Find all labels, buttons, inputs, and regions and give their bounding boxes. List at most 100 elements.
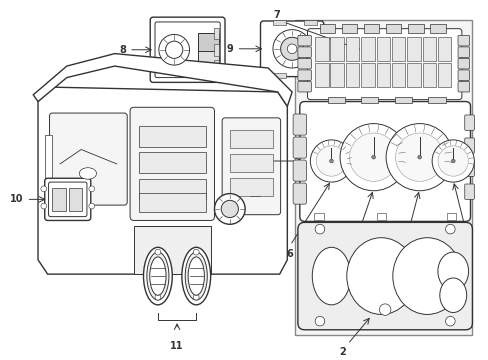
Text: 9: 9 xyxy=(226,44,233,54)
FancyBboxPatch shape xyxy=(457,81,468,92)
Bar xyxy=(391,37,405,61)
FancyBboxPatch shape xyxy=(457,35,468,46)
FancyBboxPatch shape xyxy=(297,35,311,46)
Bar xyxy=(345,37,359,61)
Bar xyxy=(272,73,286,77)
Circle shape xyxy=(193,294,199,300)
Circle shape xyxy=(310,140,352,182)
FancyBboxPatch shape xyxy=(457,70,468,80)
FancyBboxPatch shape xyxy=(299,102,469,221)
Bar xyxy=(198,33,219,51)
Bar xyxy=(139,179,205,200)
Bar xyxy=(437,37,450,61)
Ellipse shape xyxy=(392,238,461,314)
Text: 2: 2 xyxy=(339,347,346,357)
Circle shape xyxy=(316,146,346,176)
Bar xyxy=(345,63,359,87)
Bar xyxy=(361,63,374,87)
Bar xyxy=(303,73,316,77)
Bar xyxy=(407,24,423,32)
FancyBboxPatch shape xyxy=(44,178,91,220)
Bar xyxy=(139,193,205,212)
Circle shape xyxy=(386,123,452,191)
Bar xyxy=(229,130,272,148)
Circle shape xyxy=(287,44,296,54)
Circle shape xyxy=(214,194,244,224)
Bar xyxy=(376,63,389,87)
FancyBboxPatch shape xyxy=(457,47,468,58)
FancyBboxPatch shape xyxy=(155,22,220,77)
FancyBboxPatch shape xyxy=(49,113,127,205)
Bar xyxy=(446,213,455,220)
Bar xyxy=(303,20,316,25)
Text: 5: 5 xyxy=(463,242,470,252)
Circle shape xyxy=(445,316,454,326)
Text: 11: 11 xyxy=(170,341,183,351)
Circle shape xyxy=(395,133,443,181)
Circle shape xyxy=(272,30,311,68)
Polygon shape xyxy=(38,87,287,274)
FancyBboxPatch shape xyxy=(464,161,473,176)
Ellipse shape xyxy=(185,252,207,300)
Text: 10: 10 xyxy=(10,194,23,204)
Bar xyxy=(341,24,357,32)
Bar xyxy=(69,188,82,211)
Bar xyxy=(407,37,420,61)
Bar xyxy=(134,226,210,274)
Bar xyxy=(422,63,435,87)
Bar xyxy=(214,60,219,72)
Circle shape xyxy=(159,35,189,65)
FancyBboxPatch shape xyxy=(130,107,214,220)
Bar xyxy=(330,37,343,61)
Ellipse shape xyxy=(143,247,172,305)
Bar xyxy=(52,188,66,211)
Bar xyxy=(437,63,450,87)
Bar xyxy=(44,135,52,183)
Circle shape xyxy=(193,249,199,255)
Circle shape xyxy=(417,155,421,159)
FancyBboxPatch shape xyxy=(260,21,323,77)
Ellipse shape xyxy=(346,238,415,314)
Circle shape xyxy=(437,146,468,176)
FancyBboxPatch shape xyxy=(464,115,473,130)
Circle shape xyxy=(371,155,375,159)
Bar xyxy=(229,154,272,172)
Polygon shape xyxy=(33,54,291,106)
Bar xyxy=(139,126,205,147)
Circle shape xyxy=(89,203,94,209)
Bar xyxy=(330,63,343,87)
Bar xyxy=(319,24,335,32)
Bar xyxy=(214,28,219,39)
Bar xyxy=(294,20,471,334)
Ellipse shape xyxy=(146,252,168,300)
Bar xyxy=(386,24,401,32)
Bar xyxy=(394,97,411,103)
FancyBboxPatch shape xyxy=(292,137,306,158)
Ellipse shape xyxy=(439,278,466,312)
Circle shape xyxy=(41,186,46,192)
FancyBboxPatch shape xyxy=(297,58,311,69)
FancyBboxPatch shape xyxy=(297,222,471,330)
Circle shape xyxy=(349,133,397,181)
Bar xyxy=(376,37,389,61)
Bar xyxy=(407,63,420,87)
Text: 7: 7 xyxy=(272,10,279,20)
Text: 4: 4 xyxy=(348,254,355,264)
Circle shape xyxy=(89,186,94,192)
Text: 12: 12 xyxy=(248,189,262,199)
Bar xyxy=(327,97,344,103)
Bar xyxy=(361,37,374,61)
Circle shape xyxy=(431,140,473,182)
Circle shape xyxy=(339,123,407,191)
FancyBboxPatch shape xyxy=(457,58,468,69)
Text: 3: 3 xyxy=(401,247,408,257)
Circle shape xyxy=(314,224,324,234)
Bar xyxy=(429,24,445,32)
FancyBboxPatch shape xyxy=(297,81,311,92)
FancyBboxPatch shape xyxy=(292,114,306,135)
FancyBboxPatch shape xyxy=(464,138,473,153)
Circle shape xyxy=(450,159,454,163)
Ellipse shape xyxy=(182,247,210,305)
FancyBboxPatch shape xyxy=(150,17,224,82)
Circle shape xyxy=(379,304,390,315)
